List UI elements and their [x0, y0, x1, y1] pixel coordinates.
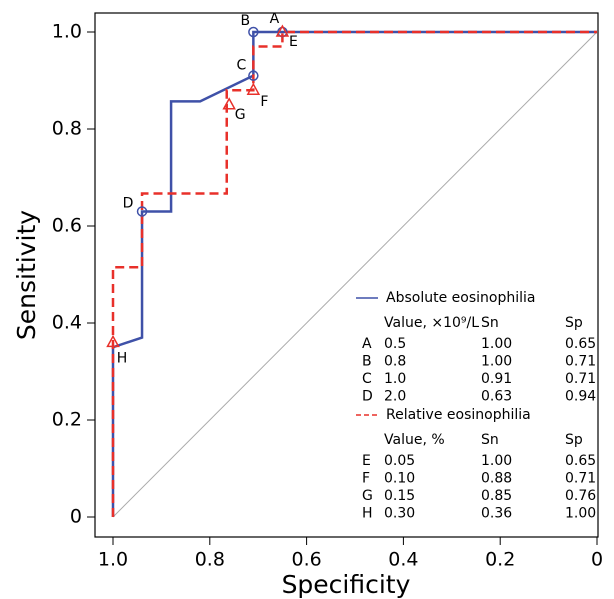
- x-tick-label: 0: [591, 549, 603, 571]
- legend-label: Absolute eosinophilia: [386, 290, 535, 306]
- table-cell: A: [362, 336, 372, 352]
- x-tick-label: 0.8: [195, 549, 225, 571]
- x-tick-label: 1.0: [98, 549, 128, 571]
- table-cell: 0.76: [565, 488, 596, 504]
- table-cell: D: [362, 389, 373, 405]
- table-cell: 1.0: [384, 371, 406, 387]
- point-label: C: [236, 58, 246, 74]
- table-cell: 1.00: [481, 354, 512, 370]
- point-label: H: [117, 350, 128, 366]
- marker: [248, 70, 259, 81]
- marker: [248, 26, 259, 38]
- table-cell: F: [362, 471, 370, 487]
- table-cell: 1.00: [565, 506, 596, 522]
- x-axis-title: Specificity: [282, 570, 411, 599]
- x-tick-label: 0.2: [485, 549, 515, 571]
- table-cell: 0.36: [481, 506, 512, 522]
- table-cell: 0.5: [384, 336, 406, 352]
- y-tick-label: 0.4: [52, 312, 82, 334]
- table-header: Sp: [565, 432, 583, 448]
- table-cell: 0.30: [384, 506, 415, 522]
- table-cell: 0.94: [565, 389, 596, 405]
- point-label: A: [270, 11, 280, 27]
- table-cell: G: [362, 488, 373, 504]
- table-cell: 0.71: [565, 471, 596, 487]
- marker: [222, 97, 236, 110]
- point-label: F: [260, 94, 268, 110]
- table-cell: 0.85: [481, 488, 512, 504]
- marker: [275, 24, 290, 37]
- table-cell: 0.63: [481, 389, 512, 405]
- y-tick-label: 1.0: [52, 21, 82, 43]
- table-cell: 0.65: [565, 453, 596, 469]
- table-cell: H: [362, 506, 373, 522]
- y-tick-label: 0.6: [52, 215, 82, 237]
- table-cell: 0.71: [565, 354, 596, 370]
- point-label: E: [289, 34, 298, 50]
- point-label: B: [241, 13, 251, 29]
- table-cell: 0.65: [565, 336, 596, 352]
- marker: [136, 206, 148, 217]
- table-header: Value, %: [384, 432, 445, 448]
- roc-line: [111, 30, 597, 517]
- table-cell: E: [362, 453, 371, 469]
- table-header: Sn: [481, 432, 499, 448]
- table-cell: 0.71: [565, 371, 596, 387]
- table-cell: 1.00: [481, 336, 512, 352]
- table-cell: 0.91: [481, 371, 512, 387]
- table-header: Value, ×10⁹/L: [384, 315, 479, 331]
- reference-line: [112, 31, 598, 518]
- y-tick-label: 0: [70, 506, 82, 528]
- table-cell: 0.8: [384, 354, 406, 370]
- x-tick-label: 0.6: [291, 549, 321, 571]
- point-label: G: [235, 107, 246, 123]
- table-cell: 0.05: [384, 453, 415, 469]
- marker: [106, 334, 120, 348]
- marker: [246, 82, 261, 95]
- table-header: Sp: [565, 315, 583, 331]
- point-label: D: [123, 195, 134, 211]
- table-header: Sn: [481, 315, 499, 331]
- table-cell: 0.88: [481, 471, 512, 487]
- table-cell: 0.10: [384, 471, 415, 487]
- y-tick-label: 0.8: [52, 118, 82, 140]
- y-tick-label: 0.2: [52, 409, 82, 431]
- plot-frame: [94, 12, 599, 538]
- legend-label: Relative eosinophilia: [386, 407, 531, 423]
- x-tick-label: 0.4: [388, 549, 418, 571]
- table-cell: B: [362, 354, 372, 370]
- table-cell: 2.0: [384, 389, 406, 405]
- table-cell: 0.15: [384, 488, 415, 504]
- table-cell: 1.00: [481, 453, 512, 469]
- y-axis-title: Sensitivity: [12, 210, 41, 340]
- table-cell: C: [362, 371, 372, 387]
